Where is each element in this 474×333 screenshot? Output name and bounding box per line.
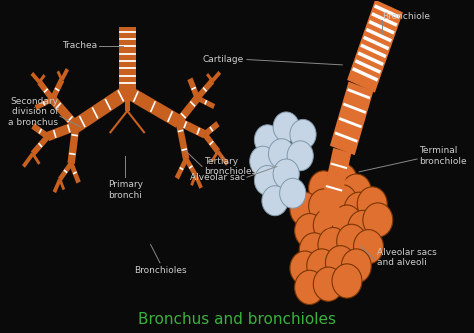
- Polygon shape: [206, 73, 213, 82]
- Circle shape: [290, 251, 320, 285]
- Circle shape: [332, 264, 362, 298]
- Polygon shape: [194, 174, 203, 189]
- Polygon shape: [38, 74, 46, 83]
- Circle shape: [328, 185, 357, 219]
- Polygon shape: [211, 71, 221, 83]
- Circle shape: [273, 112, 299, 142]
- Text: Alveolar sac: Alveolar sac: [190, 173, 245, 182]
- Polygon shape: [347, 0, 403, 93]
- Polygon shape: [22, 152, 34, 168]
- Polygon shape: [56, 71, 63, 81]
- Circle shape: [337, 224, 366, 258]
- Circle shape: [332, 205, 362, 239]
- Polygon shape: [37, 80, 55, 101]
- Polygon shape: [30, 72, 41, 84]
- Circle shape: [348, 210, 378, 245]
- Circle shape: [341, 249, 371, 283]
- Text: Cartilage: Cartilage: [203, 55, 244, 64]
- Circle shape: [328, 163, 357, 197]
- Polygon shape: [196, 96, 215, 109]
- Polygon shape: [175, 158, 188, 179]
- Circle shape: [309, 171, 338, 205]
- Circle shape: [318, 227, 348, 262]
- Polygon shape: [53, 178, 62, 193]
- Polygon shape: [32, 153, 40, 165]
- Text: Terminal
bronchiole: Terminal bronchiole: [419, 146, 466, 166]
- Text: Trachea: Trachea: [62, 41, 97, 50]
- Circle shape: [268, 139, 295, 168]
- Text: Tertiary
bronchioles: Tertiary bronchioles: [204, 157, 256, 176]
- Polygon shape: [125, 94, 129, 111]
- Circle shape: [341, 174, 371, 208]
- Polygon shape: [176, 95, 200, 125]
- Polygon shape: [190, 174, 197, 186]
- Text: Alveolar sacs
and alveoli: Alveolar sacs and alveoli: [377, 248, 437, 267]
- Polygon shape: [319, 148, 351, 217]
- Circle shape: [326, 246, 356, 280]
- Text: Bronchioles: Bronchioles: [135, 266, 187, 275]
- Circle shape: [354, 230, 383, 264]
- Polygon shape: [49, 96, 79, 129]
- Circle shape: [313, 267, 343, 301]
- Polygon shape: [119, 27, 136, 92]
- Polygon shape: [60, 68, 69, 81]
- Polygon shape: [195, 79, 214, 100]
- Polygon shape: [46, 121, 77, 141]
- Circle shape: [290, 120, 316, 150]
- Circle shape: [255, 166, 281, 195]
- Polygon shape: [217, 150, 229, 166]
- Polygon shape: [177, 118, 206, 138]
- Polygon shape: [50, 78, 64, 101]
- Circle shape: [307, 249, 337, 283]
- Circle shape: [357, 187, 387, 221]
- Polygon shape: [35, 97, 54, 110]
- Circle shape: [255, 125, 281, 155]
- Polygon shape: [73, 85, 130, 132]
- Text: Secondary
division of
a bronchus: Secondary division of a bronchus: [8, 97, 58, 127]
- Text: Bronchus and bronchioles: Bronchus and bronchioles: [137, 312, 336, 327]
- Circle shape: [290, 192, 320, 226]
- Circle shape: [344, 192, 374, 226]
- Circle shape: [313, 208, 343, 242]
- Text: Bronchiole: Bronchiole: [383, 12, 430, 21]
- Polygon shape: [31, 123, 49, 139]
- Polygon shape: [210, 151, 219, 163]
- Circle shape: [250, 146, 276, 176]
- Circle shape: [299, 233, 329, 267]
- Polygon shape: [69, 162, 81, 183]
- Circle shape: [273, 159, 299, 189]
- Polygon shape: [31, 134, 50, 156]
- Text: Primary
bronchi: Primary bronchi: [108, 180, 143, 200]
- Polygon shape: [59, 179, 65, 190]
- Circle shape: [309, 189, 338, 223]
- Polygon shape: [203, 132, 220, 154]
- Polygon shape: [184, 158, 198, 176]
- Polygon shape: [175, 121, 189, 160]
- Circle shape: [363, 203, 393, 237]
- Circle shape: [280, 178, 306, 208]
- Polygon shape: [330, 82, 374, 155]
- Circle shape: [295, 270, 325, 304]
- Polygon shape: [58, 162, 73, 181]
- Circle shape: [262, 186, 288, 216]
- Circle shape: [287, 141, 313, 171]
- Polygon shape: [322, 211, 339, 229]
- Polygon shape: [125, 86, 182, 128]
- Polygon shape: [187, 78, 200, 99]
- Polygon shape: [203, 121, 219, 137]
- Polygon shape: [67, 125, 80, 164]
- Circle shape: [295, 213, 325, 248]
